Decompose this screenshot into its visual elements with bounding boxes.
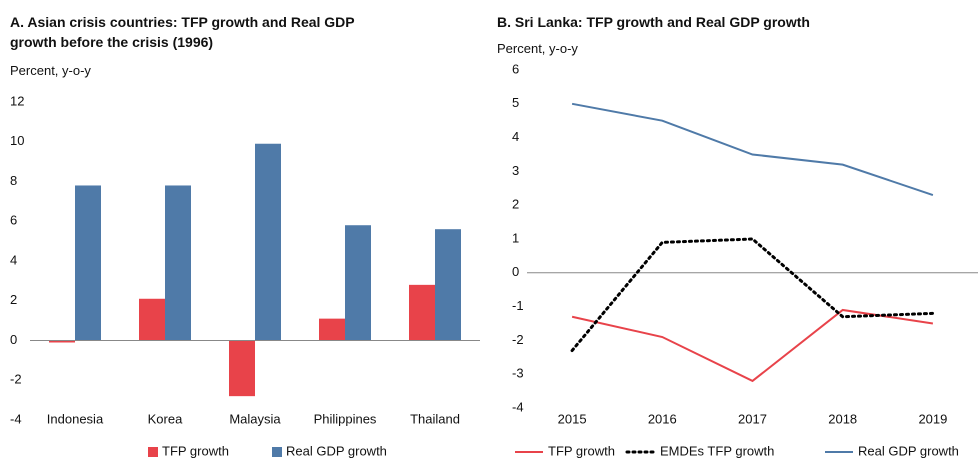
y-tick-label: -2: [512, 332, 524, 347]
bar: [319, 318, 345, 341]
y-tick-label: 12: [10, 93, 24, 108]
bar: [345, 225, 371, 341]
chart-title: B. Sri Lanka: TFP growth and Real GDP gr…: [497, 14, 810, 30]
y-tick-label: 4: [512, 129, 519, 144]
x-tick-label: 2017: [738, 411, 767, 426]
chart-subtitle: Percent, y-o-y: [10, 63, 91, 78]
legend-label: TFP growth: [548, 443, 615, 458]
y-tick-label: 6: [10, 213, 17, 228]
legend-swatch: [148, 447, 158, 457]
series-line: [571, 308, 934, 383]
x-tick-label: 2015: [558, 411, 587, 426]
x-tick-label: Indonesia: [47, 411, 104, 426]
y-tick-label: 2: [10, 292, 17, 307]
bar: [229, 340, 255, 397]
y-tick-label: 6: [512, 61, 519, 76]
y-tick-label: -4: [10, 411, 22, 426]
y-tick-label: 8: [10, 173, 17, 188]
legend-label: Real GDP growth: [858, 443, 959, 458]
x-tick-label: 2018: [828, 411, 857, 426]
x-tick-label: 2019: [918, 411, 947, 426]
x-tick-label: Malaysia: [229, 411, 281, 426]
y-tick-label: 10: [10, 133, 24, 148]
y-tick-label: 0: [10, 332, 17, 347]
x-tick-label: 2016: [648, 411, 677, 426]
bar: [409, 284, 435, 341]
bar: [165, 185, 191, 341]
x-tick-label: Korea: [148, 411, 183, 426]
y-tick-label: -1: [512, 298, 524, 313]
bar: [49, 340, 75, 343]
bar: [75, 185, 101, 341]
y-tick-label: 4: [10, 252, 17, 267]
series-line: [570, 237, 935, 353]
y-tick-label: -3: [512, 366, 524, 381]
series-line: [571, 102, 934, 197]
x-tick-label: Philippines: [314, 411, 377, 426]
bar: [255, 143, 281, 341]
y-tick-label: -4: [512, 399, 524, 414]
y-tick-label: -2: [10, 372, 22, 387]
y-tick-label: 2: [512, 197, 519, 212]
legend-label: TFP growth: [162, 443, 229, 458]
bar: [139, 298, 165, 341]
x-tick-label: Thailand: [410, 411, 460, 426]
y-tick-label: 0: [512, 264, 519, 279]
y-tick-label: 5: [512, 95, 519, 110]
y-tick-label: 3: [512, 163, 519, 178]
bar: [435, 229, 461, 341]
chart-subtitle: Percent, y-o-y: [497, 41, 578, 56]
legend-swatch: [272, 447, 282, 457]
legend-label: EMDEs TFP growth: [660, 443, 774, 458]
y-tick-label: 1: [512, 230, 519, 245]
chart-title: A. Asian crisis countries: TFP growth an…: [10, 14, 355, 50]
legend-label: Real GDP growth: [286, 443, 387, 458]
